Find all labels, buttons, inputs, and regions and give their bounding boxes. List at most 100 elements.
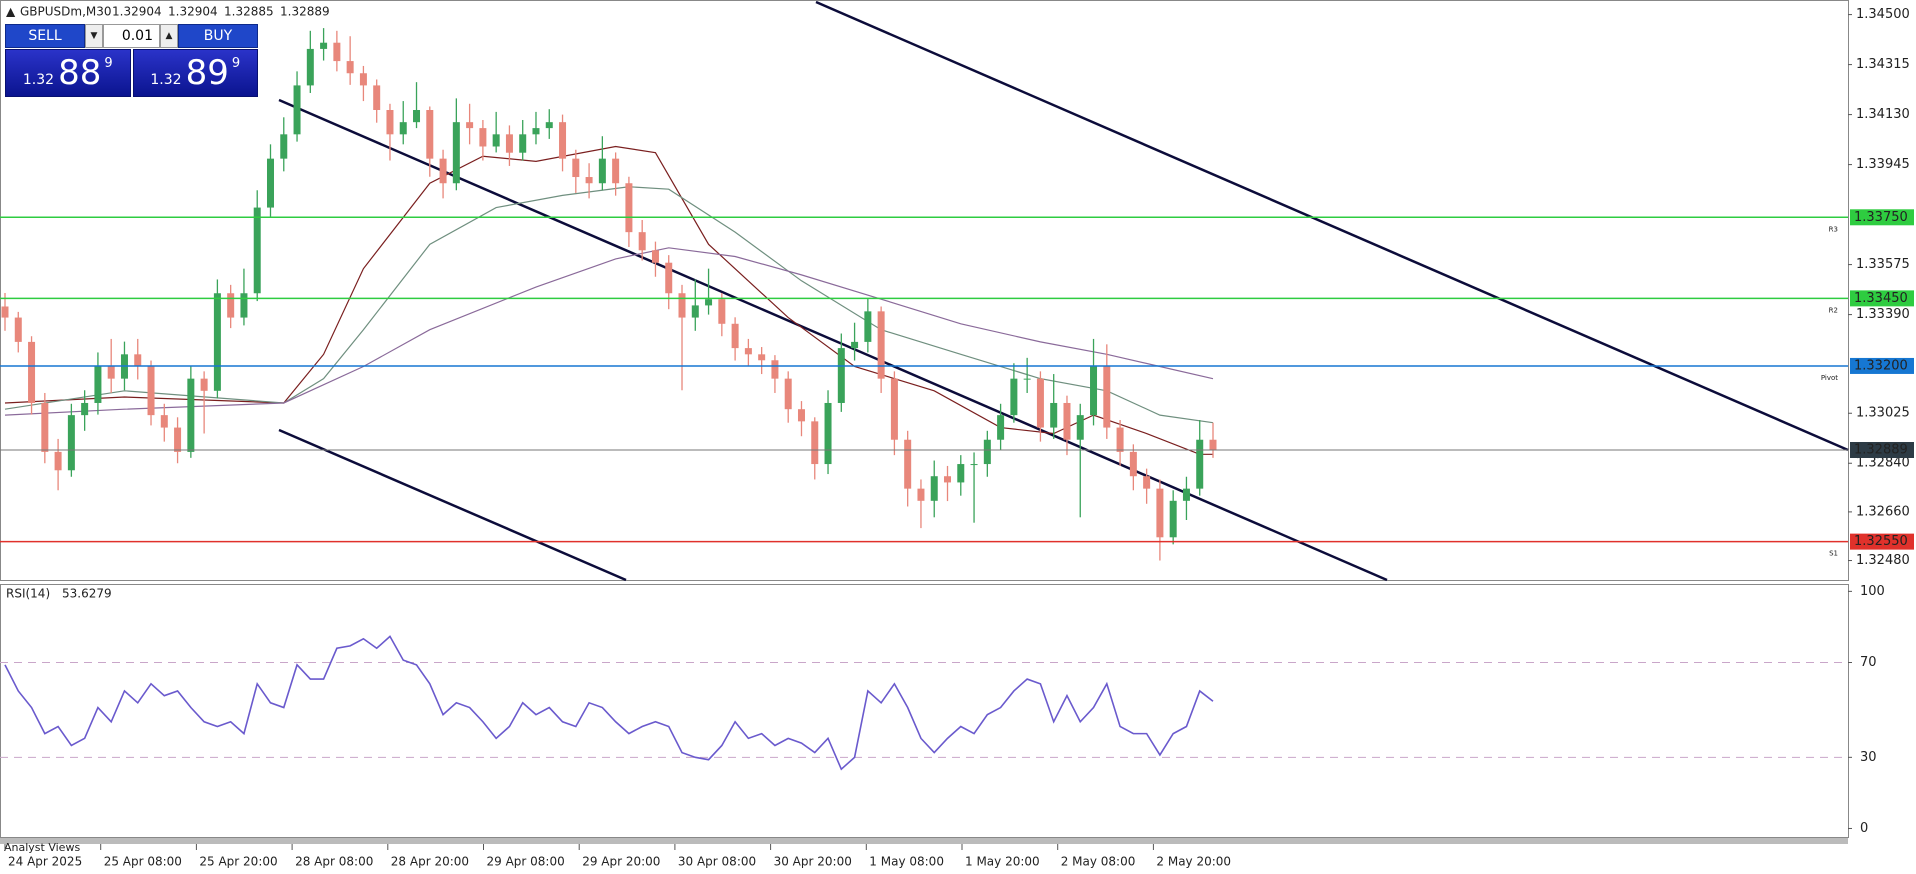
candle-body [1090,366,1098,416]
trend-line[interactable] [278,428,627,582]
candle-body [213,293,221,391]
candle-body [266,158,274,208]
ask-big: 1.32 [150,72,182,88]
candle-body [452,122,460,184]
candle-body [559,122,567,159]
candle-body [585,177,593,184]
candle-body [625,183,633,233]
bid-quote[interactable]: 1.32 88 9 [5,49,131,97]
x-tick-label: 25 Apr 20:00 [199,855,277,869]
candle-body [957,464,965,483]
y-tick-label: 1.34315 [1856,57,1910,72]
ohlc-value: 1.32904 [168,5,218,19]
candle-body [253,207,261,294]
candle-body [519,134,527,153]
ask-quote[interactable]: 1.32 89 9 [132,49,258,97]
candle-body [479,128,487,147]
sell-button[interactable]: SELL [5,24,85,48]
y-tick-label: 1.33390 [1856,307,1910,322]
y-tick-label: 1.32480 [1856,553,1910,568]
footer-tab[interactable]: Analyst Views [4,841,80,854]
candle-body [320,42,328,49]
candle-body [280,134,288,159]
candle-body [240,293,248,318]
candle-body [306,48,314,86]
ask-point: 9 [231,56,241,71]
candle-body [67,415,75,471]
main-frame [0,0,1849,581]
candle-body [944,476,952,483]
candle-body [94,366,102,403]
trend-line[interactable] [278,98,1388,582]
candle-body [134,354,142,367]
x-tick-label: 30 Apr 20:00 [774,855,852,869]
candle-body [107,366,115,379]
volume-down[interactable]: ▼ [85,24,103,48]
y-tick-label: 70 [1860,655,1877,670]
candle-body [917,488,925,501]
y-tick-label: 1.33575 [1856,257,1910,272]
candle-body [174,427,182,452]
candle-body [200,378,208,391]
candle-body [545,122,553,129]
candle-body [864,311,872,342]
x-tick-label: 28 Apr 20:00 [391,855,469,869]
quote-row: 1.32 88 9 1.32 89 9 [5,49,258,97]
candle-body [1209,439,1217,450]
candle-body [1,306,9,318]
candle-body [333,42,341,62]
separator [0,838,1848,844]
level-label: 1.33450 [1854,291,1908,306]
ohlc-value: 1.32889 [280,5,330,19]
trend-line[interactable] [815,0,1849,452]
level-box [1850,209,1914,226]
candle-body [1169,500,1177,538]
candle-body [691,305,699,318]
volume-up[interactable]: ▲ [160,24,178,48]
rsi-value: 53.6279 [62,587,112,601]
x-tick-label: 1 May 08:00 [869,855,944,869]
ohlc-value: 1.32904 [112,5,162,19]
candle-body [1103,366,1111,428]
level-box [1850,290,1914,307]
candle-body [426,110,434,159]
candle-body [983,439,991,465]
trade-row: SELL ▼ 0.01 ▲ BUY [5,24,258,48]
level-label: 1.33200 [1854,358,1908,373]
x-tick-label: 2 May 08:00 [1061,855,1136,869]
y-tick-label: 1.32840 [1856,456,1910,471]
candle-body [612,158,620,184]
candle-body [811,421,819,465]
candle-body [598,158,606,184]
symbol: GBPUSDm,M30 [20,5,112,19]
candle-body [744,348,752,355]
y-tick-label: 1.33945 [1856,157,1910,172]
level-name: R3 [1829,225,1838,233]
candle-body [187,378,195,452]
candle-body [399,122,407,135]
bid-point: 9 [104,56,113,71]
buy-button[interactable]: BUY [178,24,258,48]
candle-body [1182,488,1190,501]
symbol-arrow: ▲ [6,5,16,19]
candle-body [14,317,22,342]
x-tick-label: 25 Apr 08:00 [104,855,182,869]
candle-body [359,73,367,86]
moving-average [4,247,1214,416]
x-tick-label: 30 Apr 08:00 [678,855,756,869]
candle-body [784,378,792,410]
volume-input[interactable]: 0.01 [103,24,160,48]
candle-body [147,366,155,416]
y-tick-label: 1.33025 [1856,406,1910,421]
candle-body [997,415,1005,440]
rsi-frame [0,584,1849,838]
candle-body [1050,402,1058,428]
current-price-box [1850,442,1914,458]
candle-body [1023,378,1031,380]
candle-body [824,402,832,465]
candle-body [1129,451,1137,477]
candle-body [373,85,381,110]
candle-body [1196,439,1204,489]
candle-body [837,348,845,403]
